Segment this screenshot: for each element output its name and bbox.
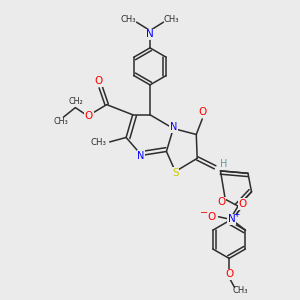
Text: N: N [169,122,177,132]
Text: N: N [227,214,235,224]
Text: +: + [233,210,240,219]
Text: S: S [172,168,179,178]
Text: O: O [218,197,226,207]
Text: CH₃: CH₃ [233,286,248,295]
Text: O: O [208,212,216,222]
Text: O: O [199,107,207,117]
Text: N: N [137,151,145,161]
Text: CH₃: CH₃ [91,138,106,147]
Text: O: O [225,269,233,279]
Text: O: O [238,199,247,209]
Text: O: O [94,76,103,86]
Text: O: O [85,111,93,121]
Text: H: H [220,159,227,169]
Text: CH₃: CH₃ [164,15,179,24]
Text: −: − [200,208,208,218]
Text: CH₃: CH₃ [53,117,68,126]
Text: N: N [146,29,154,39]
Text: CH₃: CH₃ [121,15,136,24]
Text: CH₂: CH₂ [69,97,83,106]
